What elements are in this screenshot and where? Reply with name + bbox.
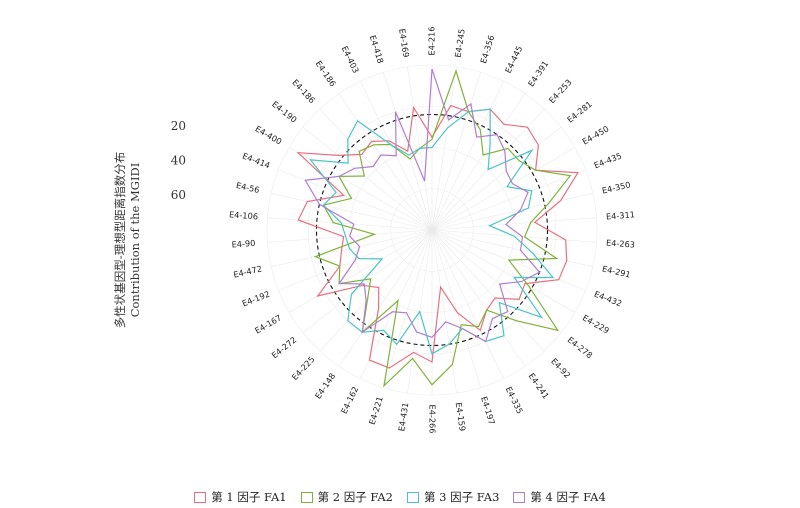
category-label: E4-216 xyxy=(427,27,437,56)
category-label: E4-272 xyxy=(269,334,298,360)
spoke-17 xyxy=(431,229,545,352)
spoke-9 xyxy=(431,169,586,231)
spoke-21 xyxy=(431,229,457,394)
series-line-fa3 xyxy=(309,108,555,355)
category-label: E4-278 xyxy=(566,334,595,360)
series-fa4 xyxy=(304,68,541,343)
category-label: E4-281 xyxy=(565,99,594,125)
spoke-11 xyxy=(431,217,597,231)
legend-item-fa3: 第 3 因子 FA3 xyxy=(407,489,499,505)
category-label: E4-241 xyxy=(527,371,552,401)
spoke-15 xyxy=(431,229,576,313)
legend-label-fa3: 第 3 因子 FA3 xyxy=(424,490,500,504)
series-line-fa4 xyxy=(304,68,541,343)
category-label: E4-186 xyxy=(314,59,339,89)
spoke-24 xyxy=(383,229,433,388)
legend-item-fa1: 第 1 因子 FA1 xyxy=(194,489,287,505)
spoke-33 xyxy=(267,217,433,231)
category-label: E4-391 xyxy=(526,59,551,89)
spoke-31 xyxy=(271,229,433,268)
y-axis-label-zh: 多性状基因型-理想型距离指数分布 xyxy=(113,151,127,329)
legend-key-fa2 xyxy=(300,491,313,503)
radial-tick-label: 20 xyxy=(171,119,186,133)
legend-key-fa4 xyxy=(513,491,526,503)
spoke-5 xyxy=(431,93,526,231)
category-label: E4-335 xyxy=(504,385,526,415)
category-label: E4-221 xyxy=(367,395,385,426)
category-label: E4-148 xyxy=(313,371,338,401)
spoke-8 xyxy=(431,147,576,231)
spoke-2 xyxy=(431,66,457,231)
category-label: E4-190 xyxy=(270,99,299,125)
category-label: E4-225 xyxy=(290,354,317,382)
category-label: E4-56 xyxy=(235,180,260,195)
category-label: E4-186 xyxy=(290,77,317,105)
spoke-3 xyxy=(431,72,481,231)
legend-label-fa1: 第 1 因子 FA1 xyxy=(211,490,287,504)
category-label: E4-162 xyxy=(339,385,361,415)
category-label: E4-253 xyxy=(547,77,574,105)
category-label: E4-432 xyxy=(593,289,624,309)
spoke-37 xyxy=(302,126,433,231)
spoke-20 xyxy=(431,229,481,388)
category-label: E4-197 xyxy=(479,395,497,426)
spoke-28 xyxy=(302,229,433,334)
spoke-34 xyxy=(271,192,433,231)
spoke-36 xyxy=(288,147,433,231)
category-label: E4-472 xyxy=(232,263,262,279)
radial-tick-label: 40 xyxy=(171,154,186,168)
category-label: E4-403 xyxy=(340,44,362,74)
spoke-19 xyxy=(431,229,504,379)
category-label: E4-445 xyxy=(503,44,525,74)
series-layer xyxy=(296,68,579,388)
category-label: E4-90 xyxy=(231,238,255,250)
legend-item-fa2: 第 2 因子 FA2 xyxy=(300,489,393,505)
category-label: E4-263 xyxy=(606,238,636,250)
category-label: E4-266 xyxy=(428,405,438,434)
spoke-27 xyxy=(319,229,433,352)
legend-key-fa1 xyxy=(194,491,207,503)
spoke-13 xyxy=(431,229,593,268)
category-label: E4-291 xyxy=(601,263,631,279)
category-label: E4-450 xyxy=(580,124,610,147)
category-label: E4-400 xyxy=(254,124,284,147)
legend-item-fa4: 第 4 因子 FA4 xyxy=(513,489,606,505)
spoke-39 xyxy=(338,93,433,231)
category-label: E4-435 xyxy=(592,151,623,171)
category-label: E4-356 xyxy=(478,34,496,65)
category-label: E4-350 xyxy=(601,179,631,195)
spoke-10 xyxy=(431,192,593,231)
category-label: E4-169 xyxy=(397,28,411,58)
spoke-18 xyxy=(431,229,526,367)
category-label: E4-167 xyxy=(253,312,283,335)
category-label: E4-414 xyxy=(241,151,272,171)
legend-key-fa3 xyxy=(407,491,419,503)
spoke-38 xyxy=(319,108,433,231)
spoke-7 xyxy=(431,126,562,231)
legend-label-fa2: 第 2 因子 FA2 xyxy=(317,490,393,504)
spoke-35 xyxy=(278,169,433,231)
y-axis-label-en: Contribution of the MGIDI xyxy=(128,162,142,318)
category-label: E4-431 xyxy=(396,402,410,432)
category-label: E4-106 xyxy=(229,209,259,221)
spoke-16 xyxy=(431,229,562,334)
spoke-29 xyxy=(288,229,433,313)
category-label: E4-159 xyxy=(454,402,468,432)
radial-tick-layer: 20 40 60 xyxy=(171,119,186,202)
category-label: E4-192 xyxy=(241,289,272,309)
category-label: E4-311 xyxy=(606,209,636,221)
legend: 第 1 因子 FA1 第 2 因子 FA2 第 3 因子 FA3 第 4 因子 … xyxy=(0,489,800,505)
category-label: E4-418 xyxy=(368,34,386,65)
legend-label-fa4: 第 4 因子 FA4 xyxy=(530,490,606,504)
spoke-4 xyxy=(431,81,504,231)
series-fa3 xyxy=(309,108,555,355)
spoke-25 xyxy=(360,229,433,379)
radial-tick-label: 60 xyxy=(171,188,186,202)
category-label: E4-245 xyxy=(453,28,467,58)
category-label: E4-229 xyxy=(581,312,611,335)
spoke-26 xyxy=(338,229,433,367)
category-label: E4-92 xyxy=(549,356,572,380)
